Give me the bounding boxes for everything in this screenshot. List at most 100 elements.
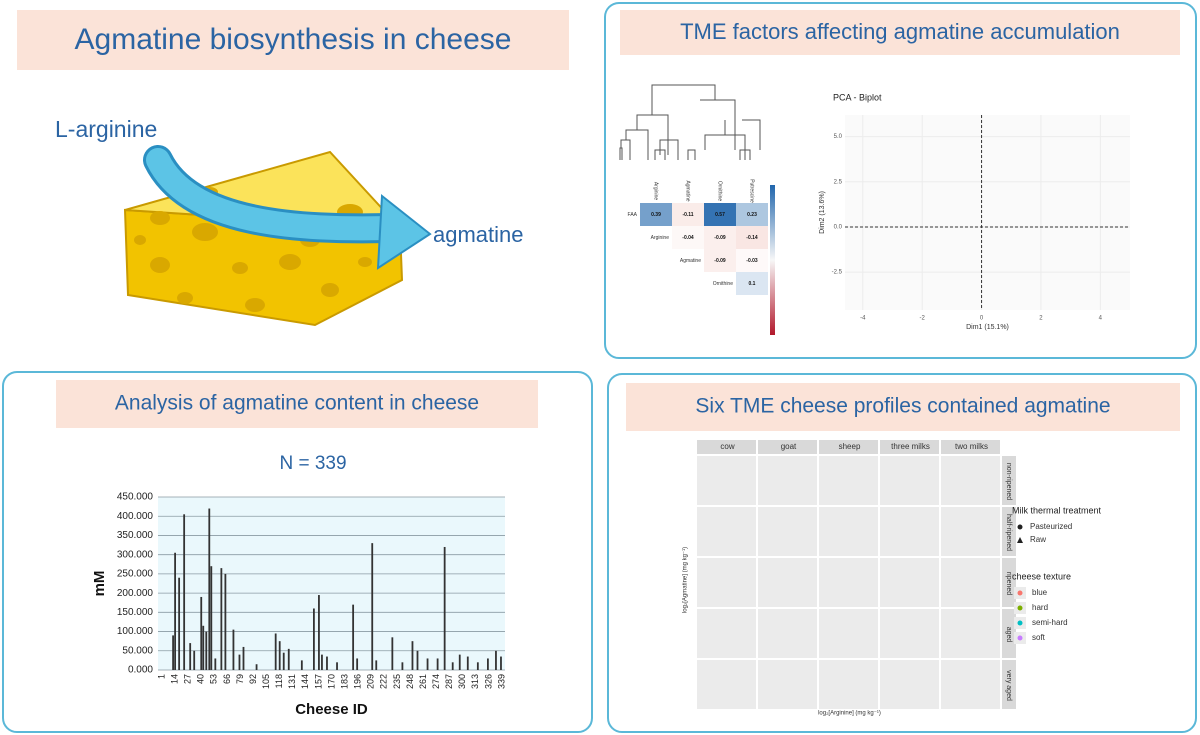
x-tick-label: 339 [496, 674, 506, 689]
x-tick-label: 131 [287, 674, 297, 689]
y-axis-label: log₂[Agmatine] (mg kg⁻¹) [683, 547, 689, 613]
title-box [56, 380, 538, 428]
bar [174, 552, 176, 670]
heatmap-cell [704, 249, 736, 272]
y-tick-label: 450.000 [117, 492, 154, 503]
product-label: agmatine [433, 222, 524, 247]
cheese-illustration [123, 145, 432, 327]
facet-panel [819, 507, 878, 556]
facet-strip [941, 440, 1000, 454]
facet-panel [941, 507, 1000, 556]
pca-plot-area [845, 115, 1130, 310]
bar [300, 660, 303, 670]
facet-panel [819, 456, 878, 505]
facet-panel [758, 609, 817, 658]
bar [205, 631, 208, 670]
panel-title: TME factors affecting agmatine accumulat… [680, 19, 1120, 44]
facet-col-label: two milks [955, 442, 988, 451]
chart-subtitle: N = 339 [279, 453, 346, 474]
legend-label: semi-hard [1032, 618, 1068, 627]
heatmap-value: -0.14 [746, 235, 758, 241]
bar [411, 641, 414, 670]
x-tick-label: 27 [183, 674, 193, 684]
legend-title: cheese texture [1012, 571, 1071, 581]
y-tick-label: 200.000 [117, 588, 154, 599]
x-tick-label: 1 [156, 674, 166, 679]
facet-row-label: aged [1005, 627, 1012, 643]
heatmap-value: -0.11 [682, 212, 693, 218]
bar [200, 596, 203, 670]
facet-panel [697, 558, 756, 607]
substrate-label: L-arginine [55, 116, 157, 142]
bar [318, 595, 320, 670]
heatmap-row-label: FAA [628, 212, 638, 218]
x-axis-label: Cheese ID [295, 701, 368, 718]
facet-panel [697, 507, 756, 556]
facet-panel [697, 660, 756, 709]
facet-strip [1002, 507, 1016, 556]
panel-frame [604, 2, 1197, 359]
facet-panel [941, 660, 1000, 709]
x-tick-label: 313 [470, 674, 480, 689]
facet-panel [880, 507, 939, 556]
facet-panel [697, 609, 756, 658]
heatmap-value: -0.03 [746, 258, 758, 264]
facet-col-label: cow [720, 442, 734, 451]
heatmap-cell [736, 226, 768, 249]
bar [224, 573, 227, 670]
x-tick-label: 261 [418, 674, 428, 689]
facet-row-label: non-ripened [1005, 463, 1012, 500]
facet-strip [819, 440, 878, 454]
facet-col-label: three milks [891, 442, 930, 451]
x-tick-label: 274 [431, 674, 441, 689]
y-tick-label: 0.0 [834, 225, 843, 231]
bar [214, 658, 217, 670]
legend-symbol [1017, 590, 1023, 596]
legend-label: soft [1032, 633, 1046, 642]
facet-strip [758, 440, 817, 454]
legend-label: hard [1032, 603, 1048, 612]
bar [312, 608, 315, 670]
x-tick-label: 2 [1039, 316, 1043, 322]
y-tick-label: 0.000 [128, 665, 153, 676]
x-tick-label: 300 [457, 674, 467, 689]
x-tick-label: 53 [209, 674, 219, 684]
facet-col-label: sheep [839, 442, 861, 451]
x-tick-label: 40 [196, 674, 206, 684]
bar [210, 566, 213, 670]
x-tick-label: 196 [353, 674, 363, 689]
heatmap-value: 0.57 [715, 212, 725, 218]
heatmap-col-label: Putrescine [749, 179, 755, 203]
bar [500, 656, 502, 670]
heatmap-cell [672, 203, 704, 226]
title-box [17, 10, 569, 70]
y-tick-label: 2.5 [834, 179, 843, 185]
x-tick-label: 222 [379, 674, 389, 689]
bar [242, 646, 245, 670]
facet-row-label: half-ripened [1005, 514, 1012, 551]
bar [401, 662, 404, 670]
legend-label: Raw [1030, 535, 1046, 544]
facet-panel [941, 456, 1000, 505]
facet-panel [941, 558, 1000, 607]
heatmap-cell [640, 203, 672, 226]
y-tick-label: -2.5 [832, 270, 843, 276]
panel-frame [607, 373, 1197, 733]
title-box [620, 10, 1180, 55]
bar [220, 568, 223, 670]
facet-panel [880, 660, 939, 709]
heatmap-col-label: Ornithine [717, 181, 723, 202]
x-tick-label: 79 [235, 674, 245, 684]
heatmap-row-label: Agmatine [680, 258, 701, 264]
bar [416, 650, 419, 670]
x-tick-label: 170 [326, 674, 336, 689]
facet-panel [880, 456, 939, 505]
bar [189, 643, 192, 670]
facet-panel [758, 660, 817, 709]
x-tick-label: 157 [313, 674, 323, 689]
bar [352, 604, 355, 670]
bar [458, 654, 461, 670]
facet-panel [758, 558, 817, 607]
heatmap-cell [736, 272, 768, 295]
